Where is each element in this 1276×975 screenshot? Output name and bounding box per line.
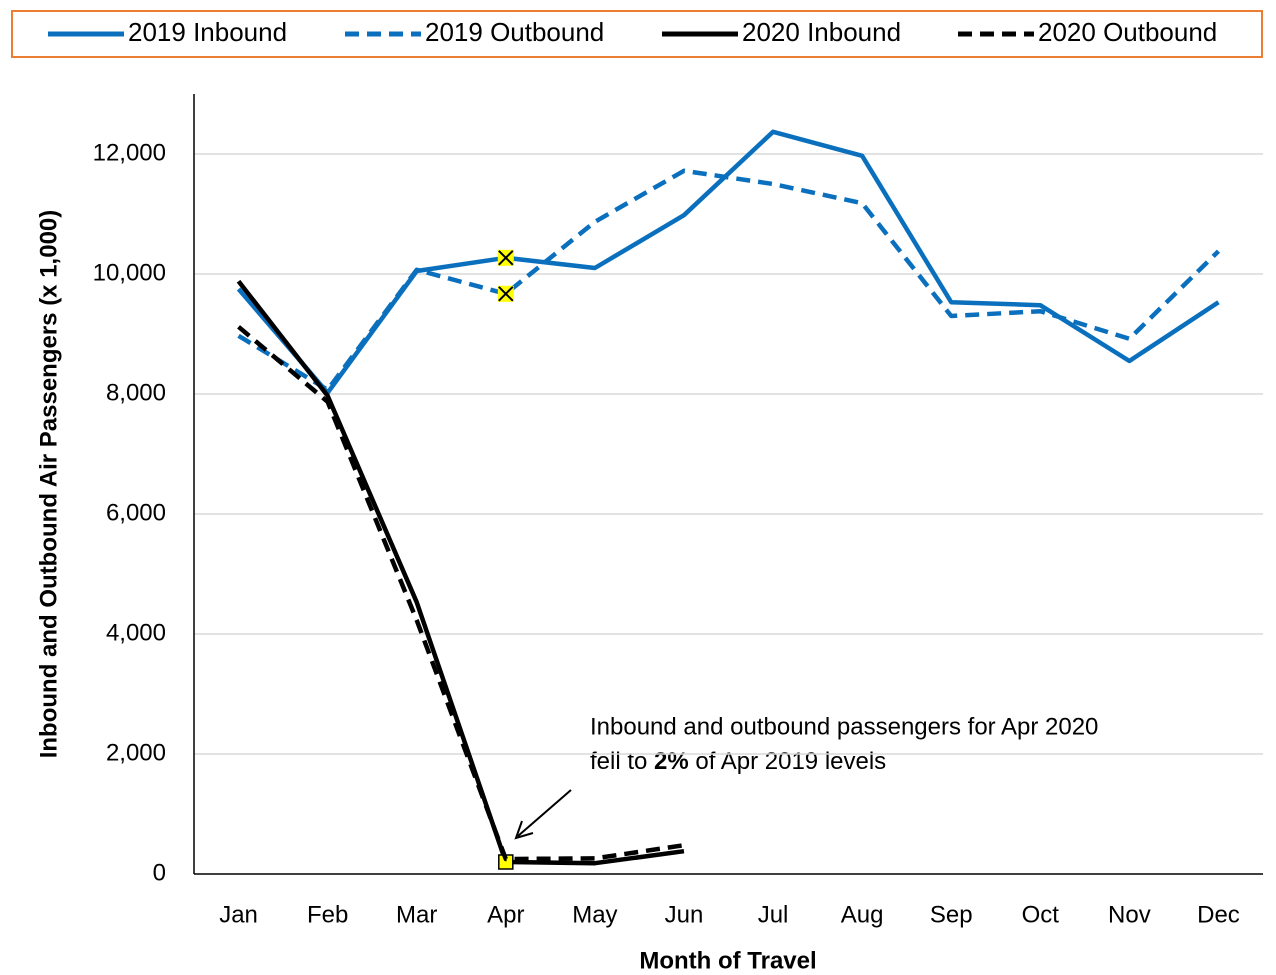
point-marker xyxy=(497,249,514,266)
y-tick-label: 10,000 xyxy=(93,259,166,286)
x-tick-label: Jul xyxy=(758,901,789,928)
annotation-bold: 2% xyxy=(654,748,689,775)
point-marker xyxy=(497,285,514,302)
x-tick-label: Sep xyxy=(930,901,973,928)
y-tick-label: 0 xyxy=(153,859,166,886)
x-axis-title: Month of Travel xyxy=(639,947,816,974)
legend-box xyxy=(11,10,1263,58)
legend-label: 2020 Inbound xyxy=(742,17,901,47)
x-tick-label: Jan xyxy=(219,901,258,928)
series-line xyxy=(236,129,1220,396)
arrow-head xyxy=(514,820,534,840)
y-tick-label: 8,000 xyxy=(106,379,166,406)
x-tick-label: Nov xyxy=(1108,901,1151,928)
y-tick-label: 6,000 xyxy=(106,499,166,526)
y-axis-title: Inbound and Outbound Air Passengers (x 1… xyxy=(35,210,62,759)
x-tick-label: Mar xyxy=(396,901,437,928)
annotation-arrow xyxy=(517,789,572,837)
legend-label: 2019 Inbound xyxy=(128,17,287,47)
x-tick-label: Oct xyxy=(1022,901,1060,928)
y-tick-label: 4,000 xyxy=(106,619,166,646)
x-tick-label: Dec xyxy=(1197,901,1240,928)
x-tick-label: May xyxy=(572,901,617,928)
legend-label: 2019 Outbound xyxy=(425,17,604,47)
annotation-line: fell to 2% of Apr 2019 levels xyxy=(590,748,886,775)
legend-label: 2020 Outbound xyxy=(1038,17,1217,47)
x-tick-label: Apr xyxy=(487,901,524,928)
series-line xyxy=(236,279,685,866)
annotation-text: of Apr 2019 levels xyxy=(689,748,886,775)
x-tick-label: Jun xyxy=(665,901,704,928)
x-tick-label: Aug xyxy=(841,901,884,928)
x-tick-label: Feb xyxy=(307,901,348,928)
y-tick-label: 12,000 xyxy=(93,139,166,166)
annotation-text: fell to xyxy=(590,748,654,775)
marker-x xyxy=(498,286,514,302)
series-line xyxy=(237,168,1221,393)
series-line xyxy=(237,325,685,862)
marker-x xyxy=(498,250,514,266)
annotation-line: Inbound and outbound passengers for Apr … xyxy=(590,713,1098,740)
legend: 2019 Inbound 2019 Outbound 2020 Inbound 202… xyxy=(48,17,1217,47)
y-tick-label: 2,000 xyxy=(106,739,166,766)
